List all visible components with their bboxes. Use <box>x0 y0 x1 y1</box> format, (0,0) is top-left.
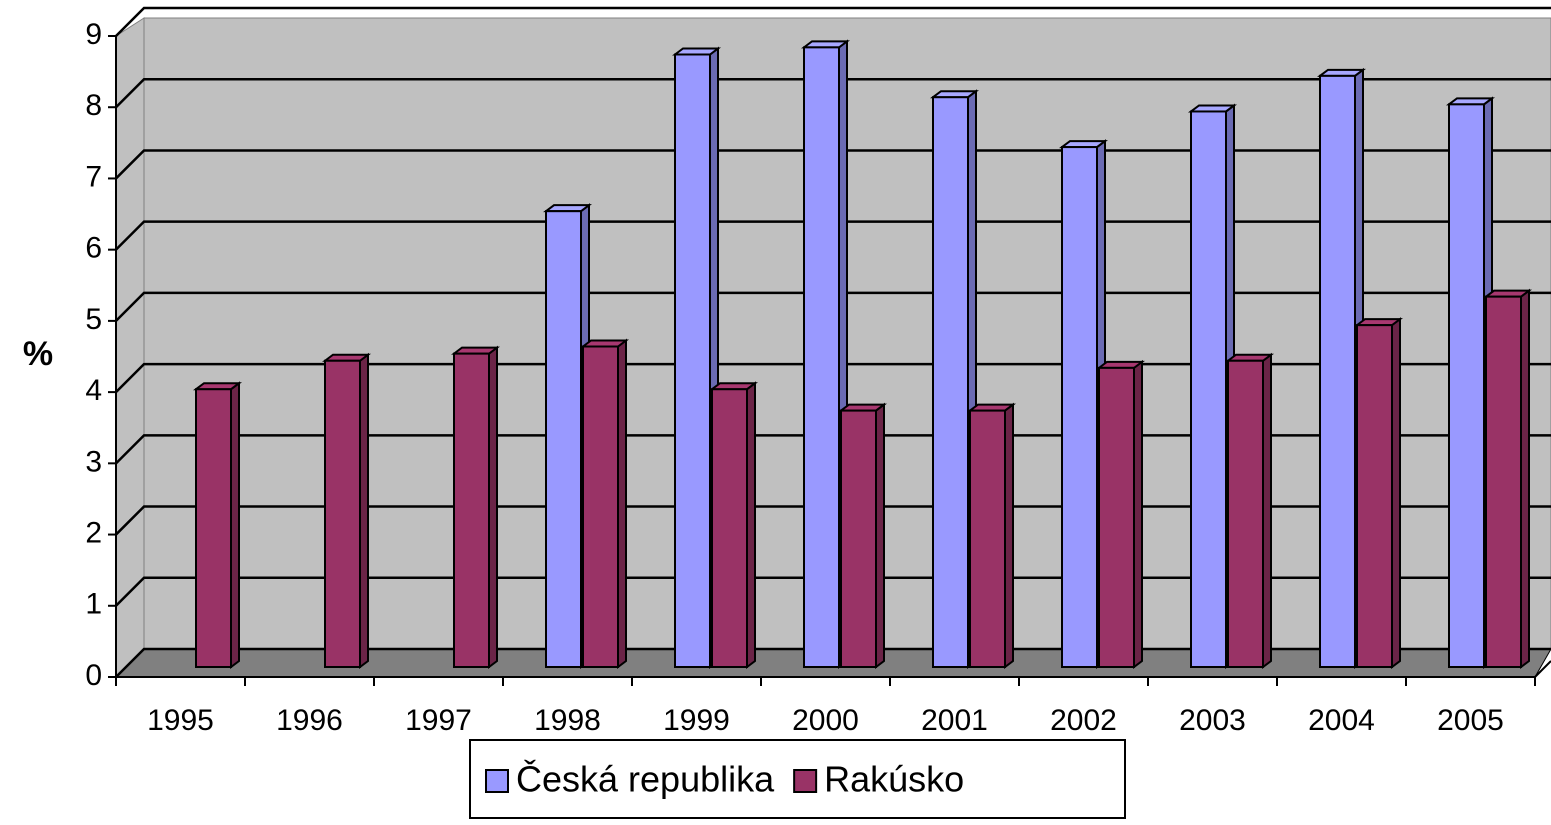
bar-front <box>1485 295 1522 668</box>
bar <box>838 402 887 669</box>
bar-front <box>1098 366 1135 668</box>
bar-front <box>840 409 877 668</box>
x-tick-label: 2005 <box>1437 704 1504 737</box>
x-tick-label: 2004 <box>1308 704 1375 737</box>
bar-side <box>1391 317 1401 669</box>
x-tick-label: 1997 <box>405 704 472 737</box>
x-axis-end <box>1534 660 1551 678</box>
y-tick-label: 0 <box>85 659 102 692</box>
bar <box>1096 359 1145 669</box>
bar <box>1446 96 1495 669</box>
bar <box>322 352 371 669</box>
bar-side <box>875 402 885 669</box>
bar-front <box>324 359 361 668</box>
bar-side <box>1520 288 1530 669</box>
bar <box>967 402 1016 669</box>
bar <box>1225 352 1274 669</box>
bar <box>451 345 500 669</box>
bar-side <box>359 352 369 669</box>
bar-front <box>195 388 232 668</box>
y-tick-label: 1 <box>85 588 102 621</box>
x-tick-label: 1999 <box>663 704 730 737</box>
bar-front <box>803 46 840 669</box>
bar-side <box>617 338 627 669</box>
x-tick-label: 2001 <box>921 704 988 737</box>
y-tick-label: 8 <box>85 89 102 122</box>
bar <box>709 381 758 669</box>
y-tick-label: 4 <box>85 374 102 407</box>
bar-front <box>1227 359 1264 668</box>
y-tick-label: 7 <box>85 160 102 193</box>
bar <box>580 338 629 669</box>
bar-front <box>711 388 748 668</box>
bar <box>672 46 721 669</box>
bar-front <box>1190 110 1227 668</box>
bar <box>1354 317 1403 669</box>
grid-line <box>115 77 1551 109</box>
bar <box>193 381 242 669</box>
y-tick-label: 5 <box>85 303 102 336</box>
bar-front <box>674 53 711 668</box>
bar-side <box>488 345 498 669</box>
bar <box>1483 288 1532 669</box>
x-tick-label: 1998 <box>534 704 601 737</box>
x-tick-label: 2000 <box>792 704 859 737</box>
bar-side <box>1004 402 1014 669</box>
bar-front <box>1448 103 1485 669</box>
legend-label: Rakúsko <box>824 759 964 800</box>
x-tick-label: 2002 <box>1050 704 1117 737</box>
bar-side <box>230 381 240 669</box>
bar-front <box>1061 146 1098 669</box>
y-tick-label: 3 <box>85 445 102 478</box>
bar-front <box>1319 74 1356 669</box>
y-tick-label: 9 <box>85 18 102 51</box>
y-tick-label: 6 <box>85 232 102 265</box>
bar-side <box>746 381 756 669</box>
legend-label: Česká republika <box>516 759 775 800</box>
x-tick-label: 2003 <box>1179 704 1246 737</box>
x-tick-label: 1995 <box>147 704 214 737</box>
grid-line <box>115 6 1551 37</box>
y-axis-label: % <box>23 335 53 373</box>
bar <box>801 39 850 669</box>
bar-front <box>453 352 490 668</box>
legend-swatch <box>485 769 509 793</box>
bar-front <box>1356 324 1393 668</box>
bar-side <box>1133 359 1143 669</box>
bar-front <box>969 409 1006 668</box>
bar-front <box>545 210 582 669</box>
y-tick-label: 2 <box>85 516 102 549</box>
bar-front <box>932 96 969 668</box>
bar-front <box>582 345 619 668</box>
side-wall <box>115 17 145 679</box>
x-tick-label: 1996 <box>276 704 343 737</box>
legend-swatch <box>793 769 818 793</box>
bar-side <box>1262 352 1272 669</box>
